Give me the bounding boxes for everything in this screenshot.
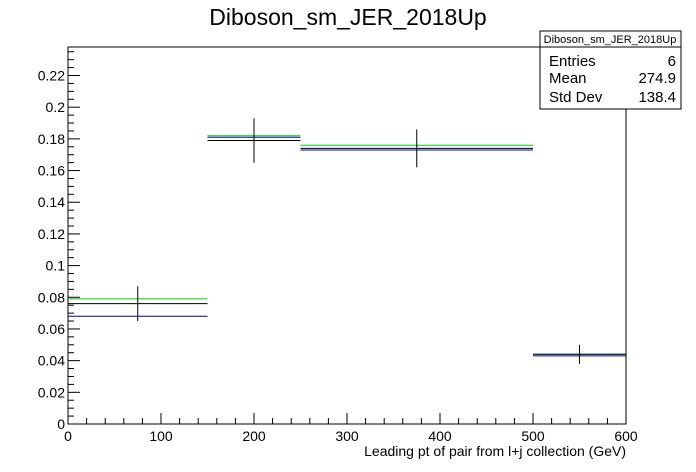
y-tick-label: 0.02 [38,384,65,400]
stats-stddev-label: Std Dev [549,89,603,106]
stats-stddev-value: 138.4 [638,89,676,106]
y-tick-label: 0.1 [46,258,66,274]
y-tick-label: 0.18 [38,131,65,147]
stats-box: Diboson_sm_JER_2018Up Entries 6 Mean 274… [539,30,682,110]
stats-entries-value: 6 [668,53,676,70]
x-tick-label: 200 [242,428,266,444]
y-tick-label: 0.22 [38,68,65,84]
x-tick-label: 500 [521,428,545,444]
stats-entries-label: Entries [549,53,596,70]
y-tick-label: 0.08 [38,289,65,305]
x-axis-title: Leading pt of pair from l+j collection (… [364,443,626,459]
stats-mean-label: Mean [549,70,587,87]
y-tick-label: 0.2 [46,99,66,115]
x-axis: 0 100 200 300 400 500 600 [64,413,638,444]
x-tick-label: 400 [428,428,452,444]
stats-box-frame [539,30,682,110]
y-tick-label: 0 [57,416,65,432]
y-axis: 0 0.02 0.04 0.06 0.08 0.1 0.12 0.14 0.16 0.18 0.2 0… [38,51,80,432]
y-tick-label: 0.14 [38,194,65,210]
x-tick-label: 300 [335,428,359,444]
stats-mean-value: 274.9 [638,70,676,87]
y-tick-label: 0.12 [38,226,65,242]
histogram-series [68,118,626,364]
chart-title: Diboson_sm_JER_2018Up [209,4,486,30]
y-tick-label: 0.04 [38,353,65,369]
y-tick-label: 0.16 [38,163,65,179]
x-tick-label: 600 [614,428,638,444]
x-tick-label: 0 [64,428,72,444]
x-tick-label: 100 [149,428,173,444]
y-tick-label: 0.06 [38,321,65,337]
stats-box-title: Diboson_sm_JER_2018Up [544,34,677,46]
